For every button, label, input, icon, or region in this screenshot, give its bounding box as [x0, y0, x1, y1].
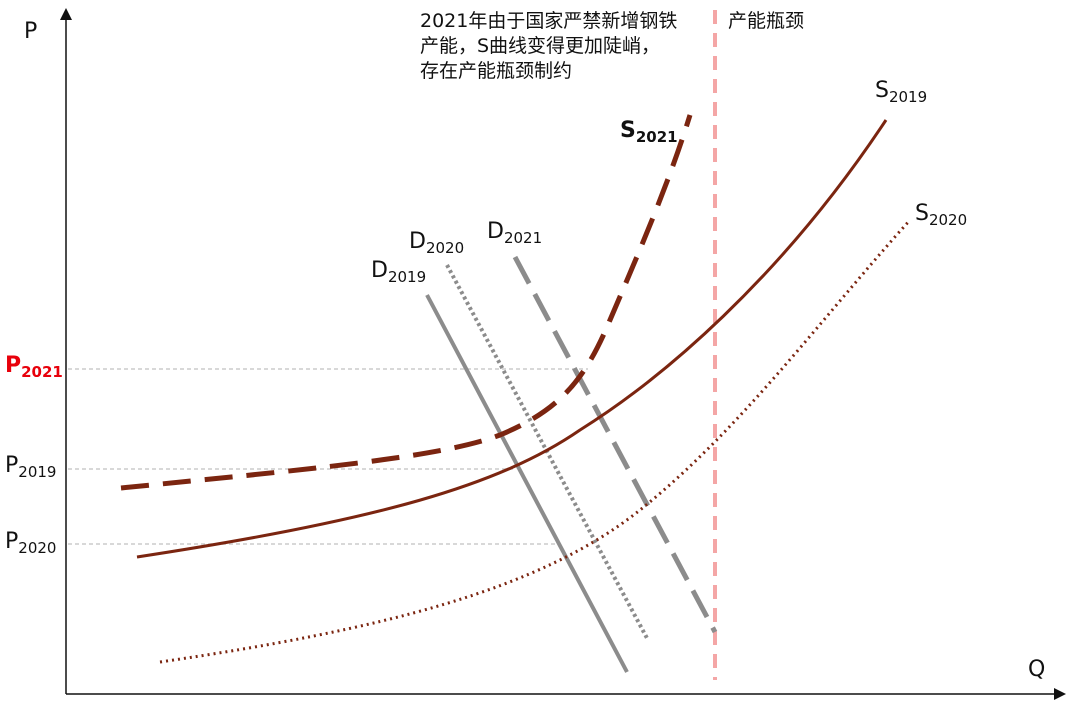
supply-curve-2020: [159, 218, 912, 664]
price-label-2021: P2021: [5, 353, 63, 381]
annotation-line-1: 2021年由于国家严禁新增钢铁: [420, 10, 677, 32]
supply-label-2019-main: S: [875, 78, 889, 103]
price-label-2020-main: P: [5, 529, 18, 554]
price-label-2021-main: P: [5, 353, 21, 378]
demand-label-2019-main: D: [371, 258, 388, 283]
supply-label-2021: S2021: [620, 118, 678, 146]
x-axis-label: Q: [1028, 657, 1045, 682]
demand-label-2021-sub: 2021: [504, 229, 542, 247]
supply-label-2021-main: S: [620, 118, 636, 143]
supply-label-2021-sub: 2021: [636, 128, 678, 146]
annotation-line-2: 产能，S曲线变得更加陡峭，: [420, 35, 660, 57]
price-label-2020-sub: 2020: [18, 539, 56, 557]
price-label-2019-sub: 2019: [18, 463, 56, 481]
demand-label-2021: D2021: [487, 219, 542, 247]
supply-curve-2019: [136, 119, 888, 559]
demand-label-2019: D2019: [371, 258, 426, 286]
demand-label-2019-sub: 2019: [388, 268, 426, 286]
demand-curve-2020: [445, 264, 650, 641]
demand-curve-2021: [512, 255, 718, 634]
demand-label-2020-sub: 2020: [426, 239, 464, 257]
supply-label-2020: S2020: [915, 201, 967, 229]
demand-label-2020: D2020: [409, 229, 464, 257]
supply-label-2019-sub: 2019: [889, 88, 927, 106]
supply-label-2019: S2019: [875, 78, 927, 106]
supply-curve-2021: [120, 114, 693, 491]
price-label-2020: P2020: [5, 529, 56, 557]
price-label-2019-main: P: [5, 453, 18, 478]
supply-label-2020-main: S: [915, 201, 929, 226]
bottleneck-label: 产能瓶颈: [728, 10, 804, 32]
annotation-line-3: 存在产能瓶颈制约: [420, 60, 572, 82]
price-label-2021-sub: 2021: [21, 363, 63, 381]
demand-label-2020-main: D: [409, 229, 426, 254]
y-axis-label: P: [24, 19, 37, 44]
price-label-2019: P2019: [5, 453, 56, 481]
demand-label-2021-main: D: [487, 219, 504, 244]
demand-curve-2019: [425, 294, 629, 673]
supply-label-2020-sub: 2020: [929, 211, 967, 229]
